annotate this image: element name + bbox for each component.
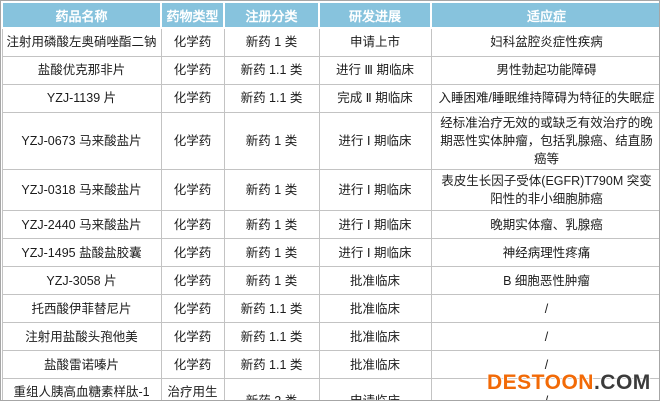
cell-progress: 批准临床 [318, 350, 432, 380]
cell-indication: / [430, 322, 659, 352]
cell-progress: 完成 Ⅱ 期临床 [318, 84, 432, 113]
cell-indication: 经标准治疗无效的或缺乏有效治疗的晚期恶性实体肿瘤，包括乳腺癌、结直肠癌等 [430, 111, 659, 171]
cell-drug-type: 化学药 [160, 350, 225, 380]
table-row: YZJ-1139 片 化学药 新药 1.1 类 完成 Ⅱ 期临床 入睡困难/睡眠… [1, 84, 659, 113]
table-row: 盐酸优克那非片 化学药 新药 1.1 类 进行 Ⅲ 期临床 男性勃起功能障碍 [1, 56, 659, 85]
cell-drug-type: 化学药 [160, 56, 225, 85]
col-header-drug-type: 药物类型 [160, 1, 225, 29]
col-header-drug-name: 药品名称 [1, 1, 162, 29]
cell-drug-type: 化学药 [160, 84, 225, 113]
cell-drug-type: 化学药 [160, 322, 225, 352]
cell-reg-class: 新药 1 类 [223, 111, 320, 171]
cell-drug-type: 化学药 [160, 210, 225, 240]
cell-drug-name: YZJ-1495 盐酸盐胶囊 [1, 238, 162, 268]
table-row: 盐酸雷诺嗪片 化学药 新药 1.1 类 批准临床 / [1, 350, 659, 380]
col-header-indication: 适应症 [430, 1, 659, 29]
cell-indication: 神经病理性疼痛 [430, 238, 659, 268]
cell-indication: 晚期实体瘤、乳腺癌 [430, 210, 659, 240]
cell-reg-class: 新药 1 类 [223, 266, 320, 296]
cell-reg-class: 新药 1.1 类 [223, 56, 320, 85]
cell-indication: 入睡困难/睡眠维持障碍为特征的失眠症 [430, 84, 659, 113]
cell-reg-class: 新药 1 类 [223, 27, 320, 57]
cell-reg-class: 新药 1 类 [223, 169, 320, 212]
cell-drug-type: 化学药 [160, 169, 225, 212]
cell-progress: 批准临床 [318, 322, 432, 352]
cell-progress: 进行 Ⅰ 期临床 [318, 238, 432, 268]
table-row: YZJ-3058 片 化学药 新药 1 类 批准临床 B 细胞恶性肿瘤 [1, 266, 659, 296]
table-header-row: 药品名称 药物类型 注册分类 研发进展 适应症 [1, 1, 659, 29]
cell-drug-type: 化学药 [160, 27, 225, 57]
cell-progress: 申请上市 [318, 27, 432, 57]
cell-indication: 妇科盆腔炎症性疾病 [430, 27, 659, 57]
cell-drug-name: 盐酸优克那非片 [1, 56, 162, 85]
cell-drug-name: YZJ-2440 马来酸盐片 [1, 210, 162, 240]
cell-drug-name: 托西酸伊菲替尼片 [1, 294, 162, 324]
cell-drug-name: YZJ-0318 马来酸盐片 [1, 169, 162, 212]
cell-reg-class: 新药 1.1 类 [223, 350, 320, 380]
table-row: 注射用盐酸头孢他美 化学药 新药 1.1 类 批准临床 / [1, 322, 659, 352]
cell-reg-class: 新药 1.1 类 [223, 84, 320, 113]
cell-progress: 批准临床 [318, 266, 432, 296]
col-header-progress: 研发进展 [318, 1, 432, 29]
cell-reg-class: 新药 2 类 [223, 378, 320, 400]
cell-progress: 申请临床 [318, 378, 432, 400]
cell-indication: / [430, 378, 659, 400]
table-row: 注射用磷酸左奥硝唑酯二钠 化学药 新药 1 类 申请上市 妇科盆腔炎症性疾病 [1, 27, 659, 57]
cell-progress: 进行 Ⅰ 期临床 [318, 210, 432, 240]
cell-drug-name: YZJ-0673 马来酸盐片 [1, 111, 162, 171]
cell-reg-class: 新药 1 类 [223, 238, 320, 268]
table-row: YZJ-2440 马来酸盐片 化学药 新药 1 类 进行 Ⅰ 期临床 晚期实体瘤… [1, 210, 659, 240]
cell-reg-class: 新药 1.1 类 [223, 294, 320, 324]
col-header-reg-class: 注册分类 [223, 1, 320, 29]
cell-indication: 表皮生长因子受体(EGFR)T790M 突变阳性的非小细胞肺癌 [430, 169, 659, 212]
cell-reg-class: 新药 1 类 [223, 210, 320, 240]
cell-progress: 进行 Ⅰ 期临床 [318, 169, 432, 212]
table-row: YZJ-0318 马来酸盐片 化学药 新药 1 类 进行 Ⅰ 期临床 表皮生长因… [1, 169, 659, 212]
cell-progress: 进行 Ⅲ 期临床 [318, 56, 432, 85]
cell-indication: / [430, 294, 659, 324]
cell-reg-class: 新药 1.1 类 [223, 322, 320, 352]
table-row: 托西酸伊菲替尼片 化学药 新药 1.1 类 批准临床 / [1, 294, 659, 324]
cell-drug-name: 注射用盐酸头孢他美 [1, 322, 162, 352]
cell-drug-type: 化学药 [160, 238, 225, 268]
table-row: YZJ-0673 马来酸盐片 化学药 新药 1 类 进行 Ⅰ 期临床 经标准治疗… [1, 111, 659, 171]
cell-drug-type: 化学药 [160, 111, 225, 171]
cell-drug-name: 注射用磷酸左奥硝唑酯二钠 [1, 27, 162, 57]
cell-drug-name: YZJ-1139 片 [1, 84, 162, 113]
table-row: 重组人胰高血糖素样肽-1 类似物-Fc 融合蛋白注射液 治疗用生物制品 新药 2… [1, 378, 659, 400]
table-row: YZJ-1495 盐酸盐胶囊 化学药 新药 1 类 进行 Ⅰ 期临床 神经病理性… [1, 238, 659, 268]
cell-drug-type: 化学药 [160, 294, 225, 324]
cell-drug-type: 治疗用生物制品 [160, 378, 225, 400]
cell-progress: 批准临床 [318, 294, 432, 324]
cell-indication: 男性勃起功能障碍 [430, 56, 659, 85]
cell-progress: 进行 Ⅰ 期临床 [318, 111, 432, 171]
cell-drug-name: 重组人胰高血糖素样肽-1 类似物-Fc 融合蛋白注射液 [1, 378, 162, 400]
cell-indication: / [430, 350, 659, 380]
cell-drug-name: 盐酸雷诺嗪片 [1, 350, 162, 380]
cell-drug-type: 化学药 [160, 266, 225, 296]
cell-drug-name: YZJ-3058 片 [1, 266, 162, 296]
cell-indication: B 细胞恶性肿瘤 [430, 266, 659, 296]
